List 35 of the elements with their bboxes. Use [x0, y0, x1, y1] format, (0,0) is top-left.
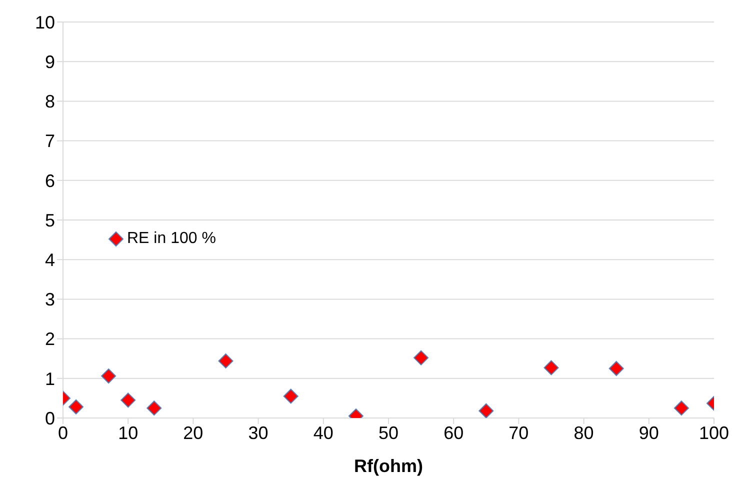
point [68, 399, 84, 414]
y-tick-label: 3 [44, 290, 55, 310]
x-tick-label: 20 [183, 422, 204, 443]
point [674, 400, 689, 416]
x-tick-label: 10 [118, 422, 138, 443]
y-tick-label: 2 [44, 329, 55, 350]
x-axis-title: Rf(ohm) [354, 456, 423, 476]
point [478, 403, 494, 418]
y-tick-label: 10 [34, 12, 55, 32]
x-tick-label: 100 [698, 422, 730, 443]
x-tick-label: 50 [378, 422, 399, 443]
point [218, 353, 234, 368]
point [544, 360, 559, 376]
y-tick-label: 9 [44, 52, 55, 72]
point [608, 361, 624, 376]
point [283, 388, 298, 404]
y-tick-label: 7 [44, 131, 55, 152]
y-tick-label: 5 [44, 210, 55, 230]
y-tick-label: 4 [44, 250, 55, 270]
y-tick-label: 1 [44, 368, 55, 389]
x-tick-label: 80 [574, 422, 594, 443]
point [146, 400, 162, 416]
point [101, 368, 116, 384]
y-tick-label: 6 [44, 170, 55, 191]
x-tick-label: 30 [248, 422, 268, 443]
x-tick-label: 70 [508, 422, 529, 443]
x-tick-label: 90 [638, 422, 659, 443]
point [120, 392, 136, 408]
legend-label: RE in 100 % [127, 230, 216, 248]
x-tick-label: 60 [444, 422, 464, 443]
point [414, 350, 429, 366]
y-tick-label: 8 [44, 92, 55, 112]
x-tick-label: 40 [313, 422, 334, 443]
y-tick-label: 0 [44, 408, 55, 428]
x-tick-label: 0 [58, 422, 68, 443]
